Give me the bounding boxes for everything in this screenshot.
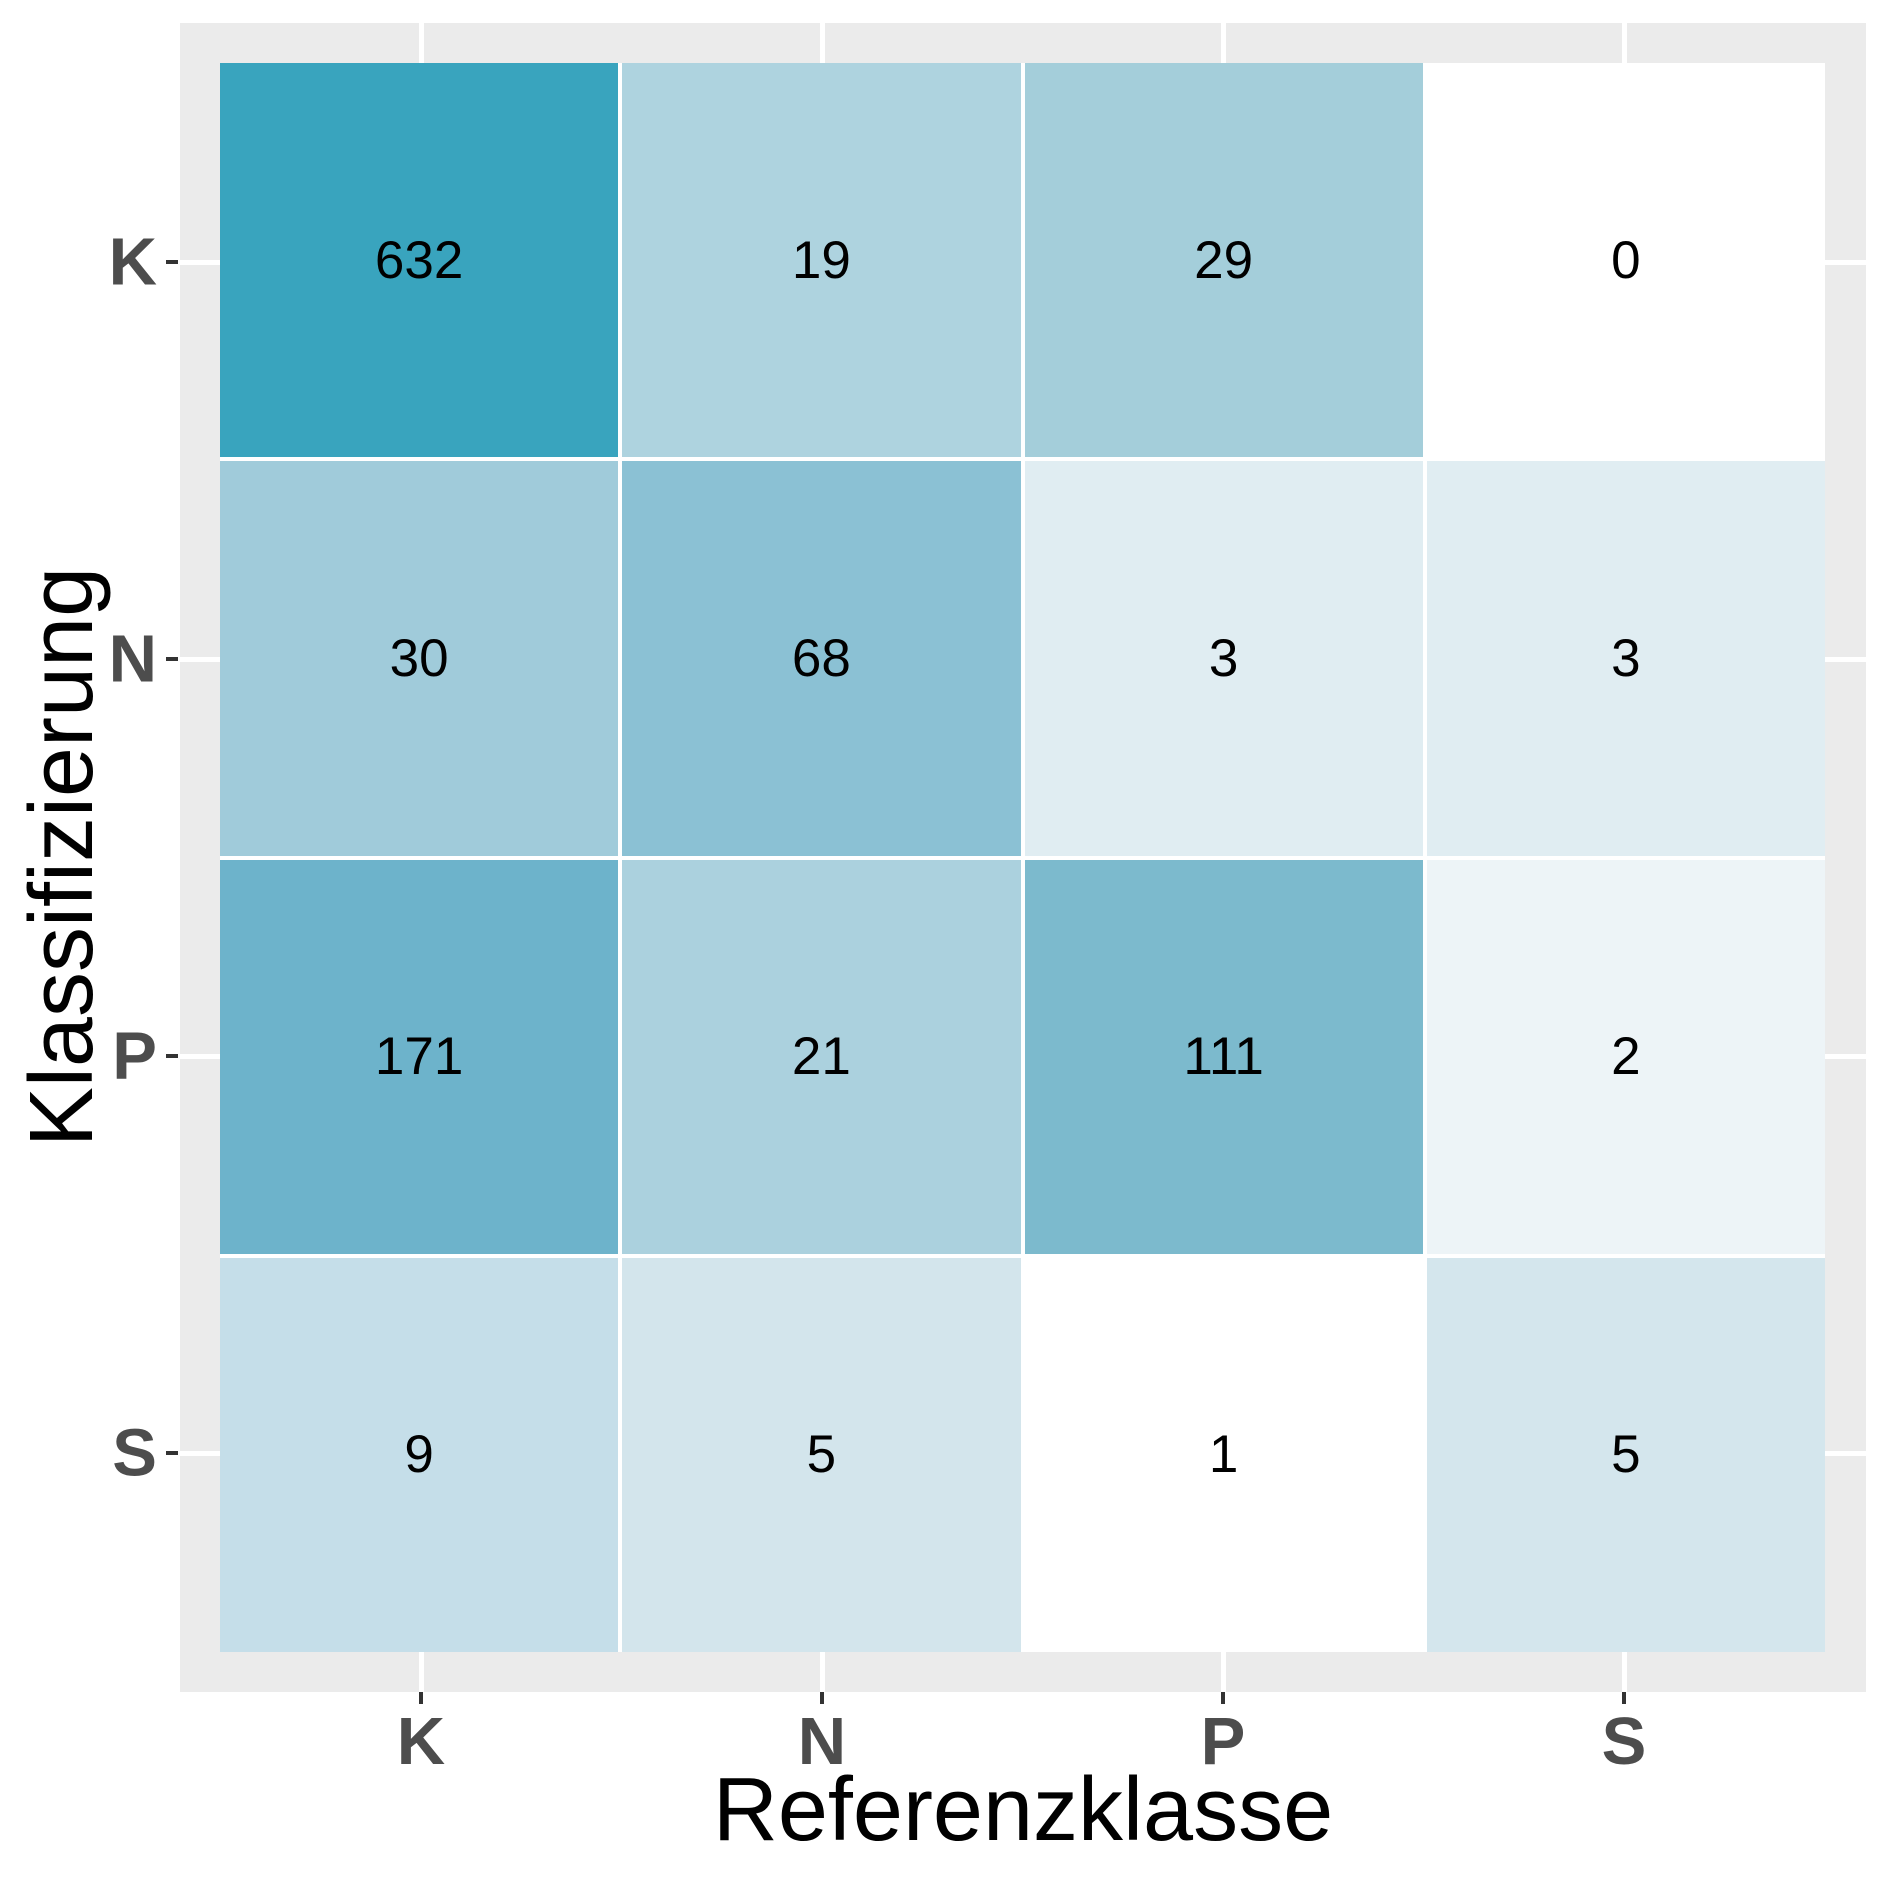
x-axis-tick-k xyxy=(419,1692,423,1704)
x-axis-label-n: N xyxy=(797,1704,847,1779)
y-axis-label-p: P xyxy=(112,1018,157,1094)
heatmap-cell-k-s: 0 xyxy=(1426,63,1825,458)
x-axis-title: Referenzklasse xyxy=(712,1760,1334,1860)
y-axis-tick-k xyxy=(166,260,178,264)
heatmap-cell-n-s: 3 xyxy=(1426,461,1825,856)
heatmap-cell-p-k: 171 xyxy=(220,859,619,1254)
y-axis-tick-p xyxy=(166,1054,178,1058)
heatmap-cell-p-n: 21 xyxy=(622,859,1021,1254)
heatmap-cell-k-k: 632 xyxy=(220,63,619,458)
heatmap-cell-k-n: 19 xyxy=(622,63,1021,458)
x-axis-tick-p xyxy=(1221,1692,1225,1704)
x-axis-tick-s xyxy=(1622,1692,1626,1704)
heatmap-cell-s-p: 1 xyxy=(1024,1257,1423,1652)
y-axis-title: Klassifizierung xyxy=(12,566,112,1148)
x-axis-label-p: P xyxy=(1200,1704,1246,1779)
heatmap-cell-s-k: 9 xyxy=(220,1257,619,1652)
heatmap-cell-p-p: 111 xyxy=(1024,859,1423,1254)
plot-panel: 632 19 29 0 30 68 3 3 171 21 111 2 9 5 1… xyxy=(180,23,1866,1692)
y-axis-label-k: K xyxy=(108,224,157,300)
heatmap-cell-n-n: 68 xyxy=(622,461,1021,856)
x-axis-label-k: K xyxy=(396,1704,446,1779)
heatmap-cell-n-p: 3 xyxy=(1024,461,1423,856)
x-axis-tick-n xyxy=(820,1692,824,1704)
heatmap-cell-s-s: 5 xyxy=(1426,1257,1825,1652)
heatmap-cell-s-n: 5 xyxy=(622,1257,1021,1652)
x-axis-label-s: S xyxy=(1601,1704,1647,1779)
y-axis-tick-n xyxy=(166,657,178,661)
heatmap-cell-p-s: 2 xyxy=(1426,859,1825,1254)
y-axis-label-s: S xyxy=(112,1415,157,1491)
heatmap-tile-grid: 632 19 29 0 30 68 3 3 171 21 111 2 9 5 1… xyxy=(220,63,1825,1652)
heatmap-cell-n-k: 30 xyxy=(220,461,619,856)
y-axis-tick-s xyxy=(166,1451,178,1455)
heatmap-cell-k-p: 29 xyxy=(1024,63,1423,458)
y-axis-label-n: N xyxy=(108,621,157,697)
